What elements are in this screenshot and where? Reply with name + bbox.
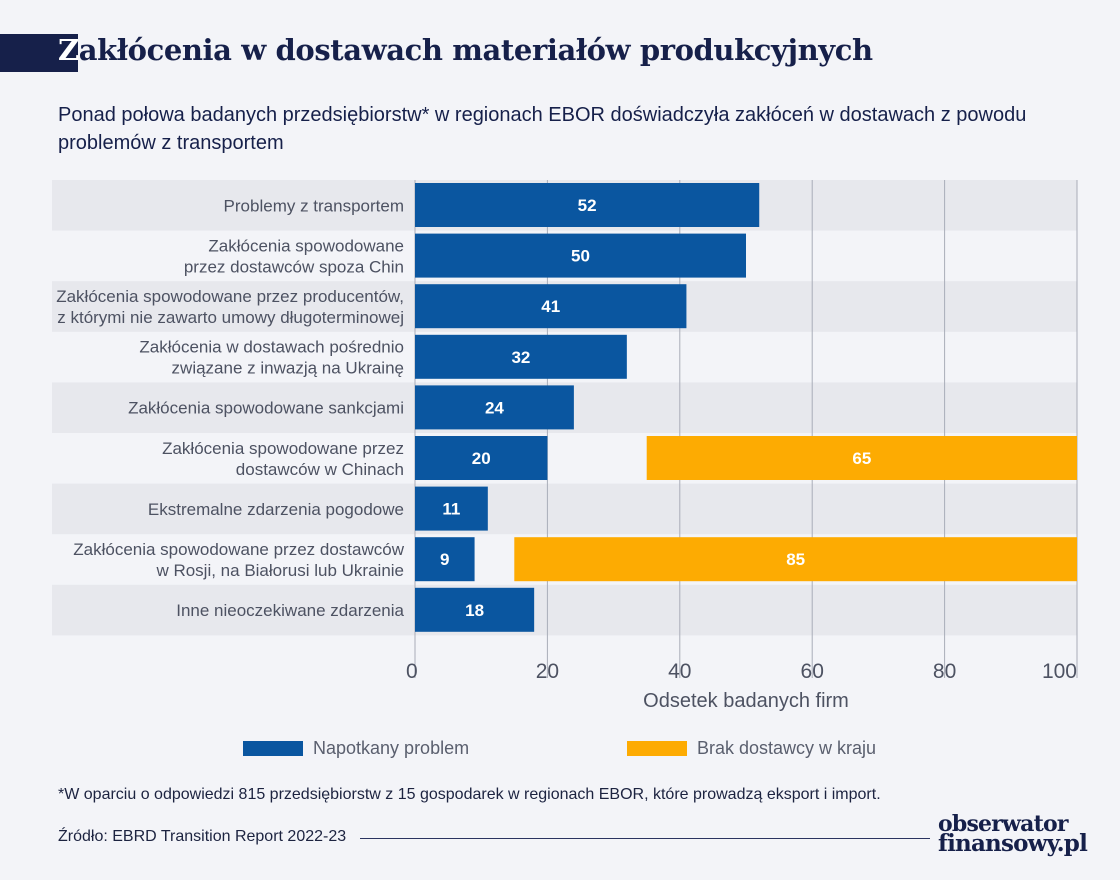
legend-item-napotkany: Napotkany problem — [243, 737, 469, 759]
x-axis-title: Odsetek badanych firm — [643, 690, 849, 712]
bar — [415, 334, 627, 379]
bar — [415, 183, 760, 227]
category-label: związane z inwazją na Ukrainę — [172, 359, 404, 378]
category-label: Zakłócenia spowodowane przez — [162, 439, 404, 458]
source-note: Źródło: EBRD Transition Report 2022-23 — [58, 828, 347, 845]
legend-swatch-brak-dostawcy — [627, 740, 687, 756]
source-divider — [360, 838, 930, 839]
data-label: 65 — [852, 449, 871, 468]
bar — [415, 587, 535, 632]
brand-logo: obserwator finansowy.pl — [938, 811, 1088, 857]
category-label: Inne nieoczekiwane zdarzenia — [176, 601, 404, 620]
category-label: Zakłócenia spowodowane — [208, 236, 404, 255]
title-text: akłócenia w dostawach materiałów produkc… — [78, 33, 873, 67]
chart-subtitle: Ponad połowa badanych przedsiębiorstw* w… — [58, 104, 1027, 154]
category-label: Zakłócenia spowodowane przez producentów… — [56, 287, 404, 306]
legend-item-brak-dostawcy: Brak dostawcy w kraju — [627, 737, 876, 759]
bar — [415, 233, 746, 278]
legend-swatch-napotkany — [243, 740, 303, 756]
legend-label-napotkany: Napotkany problem — [313, 737, 470, 758]
bar — [415, 284, 687, 329]
category-label: Zakłócenia w dostawach pośrednio — [139, 338, 404, 357]
x-tick-label: 40 — [668, 660, 691, 683]
chart-title: Zakłócenia w dostawach materiałów produk… — [58, 33, 873, 67]
legend-label-brak-dostawcy: Brak dostawcy w kraju — [697, 737, 877, 758]
category-label: Ekstremalne zdarzenia pogodowe — [148, 500, 404, 519]
x-tick-label: 20 — [536, 660, 559, 683]
logo-line-2: finansowy.pl — [938, 830, 1088, 857]
category-label: Zakłócenia spowodowane przez dostawców — [73, 540, 404, 559]
category-label: w Rosji, na Białorusi lub Ukrainie — [155, 561, 404, 580]
x-tick-label: 80 — [933, 660, 956, 683]
row-band — [52, 483, 1077, 535]
x-tick-label: 100 — [1042, 660, 1077, 683]
category-label: dostawców w Chinach — [236, 460, 404, 479]
bar — [646, 436, 1077, 480]
bar — [415, 537, 475, 582]
data-label: 11 — [442, 500, 460, 519]
x-tick-label: 60 — [801, 660, 824, 683]
row-band — [52, 584, 1077, 636]
bar — [415, 436, 548, 480]
bar — [415, 486, 488, 531]
x-tick-label: 0 — [406, 660, 418, 683]
category-label: Zakłócenia spowodowane sankcjami — [128, 399, 404, 418]
data-label: 50 — [571, 247, 590, 266]
data-label: 32 — [511, 348, 530, 367]
bar — [415, 385, 574, 430]
title-accent-bar — [0, 34, 78, 72]
data-label: 41 — [541, 297, 560, 316]
data-label: 20 — [472, 449, 491, 468]
bar — [514, 537, 1077, 582]
title-initial: Z — [58, 33, 79, 67]
data-label: 52 — [578, 196, 597, 215]
logo-line-1: obserwator — [938, 811, 1068, 837]
category-label: Problemy z transportem — [224, 196, 404, 215]
data-label: 85 — [786, 550, 805, 569]
data-label: 18 — [465, 601, 484, 620]
data-label: 9 — [440, 550, 449, 569]
category-label: przez dostawców spoza Chin — [184, 257, 404, 276]
data-label: 24 — [485, 398, 504, 417]
footnote: *W oparciu o odpowiedzi 815 przedsiębior… — [58, 786, 881, 803]
category-label: z którymi nie zawarto umowy długotermino… — [57, 308, 404, 327]
